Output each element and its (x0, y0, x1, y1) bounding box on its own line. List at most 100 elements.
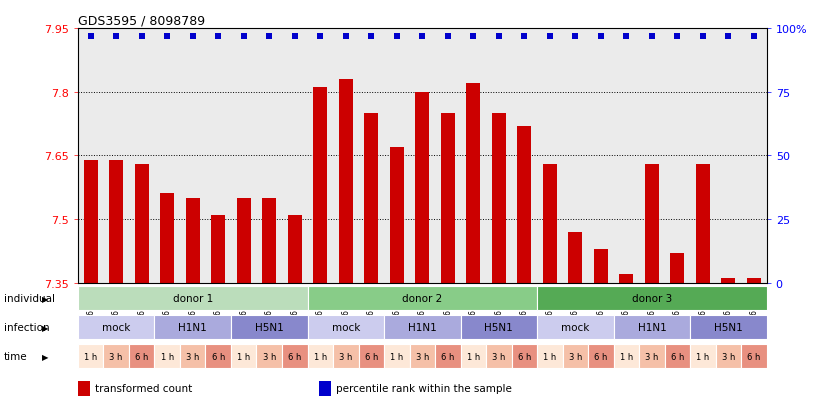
Text: mock: mock (102, 322, 130, 332)
Text: donor 3: donor 3 (631, 293, 672, 304)
Text: 6 h: 6 h (594, 352, 607, 361)
Bar (383, 315, 460, 339)
Point (287, 33, 301, 40)
Bar (211, 215, 225, 283)
Bar (644, 164, 658, 283)
Text: 3 h: 3 h (262, 352, 275, 361)
Point (466, 33, 479, 40)
Text: ▶: ▶ (42, 323, 48, 332)
Text: 1 h: 1 h (619, 352, 632, 361)
Bar (542, 164, 556, 283)
Bar (103, 344, 129, 368)
Point (364, 33, 378, 40)
Text: 3 h: 3 h (186, 352, 199, 361)
Point (746, 33, 759, 40)
Bar (358, 344, 383, 368)
Text: 3 h: 3 h (645, 352, 658, 361)
Bar (333, 344, 358, 368)
Bar (109, 160, 123, 283)
Bar (287, 215, 301, 283)
Point (339, 33, 352, 40)
Bar (78, 315, 154, 339)
Bar (256, 344, 282, 368)
Bar (466, 84, 480, 283)
Bar (664, 344, 690, 368)
Bar (690, 315, 766, 339)
Bar (154, 315, 231, 339)
Text: individual: individual (4, 293, 55, 304)
Bar (613, 344, 638, 368)
Bar (179, 344, 206, 368)
Text: 6 h: 6 h (135, 352, 148, 361)
Bar (313, 88, 327, 283)
Bar (231, 344, 256, 368)
Text: 3 h: 3 h (568, 352, 581, 361)
Point (84, 33, 97, 40)
Bar (237, 198, 251, 283)
Text: 6 h: 6 h (746, 352, 760, 361)
Text: 1 h: 1 h (313, 352, 327, 361)
Text: ▶: ▶ (42, 294, 48, 303)
Bar (536, 344, 562, 368)
Bar (460, 315, 536, 339)
Bar (389, 147, 403, 283)
Point (568, 33, 581, 40)
Bar (568, 232, 581, 283)
Bar (613, 315, 690, 339)
Bar (206, 344, 231, 368)
Bar (695, 164, 709, 283)
Bar (134, 164, 148, 283)
Bar (435, 344, 460, 368)
Bar (307, 286, 536, 311)
Bar (409, 344, 435, 368)
Text: 6 h: 6 h (670, 352, 683, 361)
Bar (715, 344, 740, 368)
Point (262, 33, 275, 40)
Text: donor 2: donor 2 (401, 293, 442, 304)
Point (186, 33, 199, 40)
Text: transformed count: transformed count (95, 383, 192, 394)
Point (314, 33, 327, 40)
Bar (638, 344, 664, 368)
Bar (84, 160, 97, 283)
Bar (536, 315, 613, 339)
Bar (721, 279, 735, 283)
Point (211, 33, 224, 40)
Point (695, 33, 708, 40)
Bar (383, 344, 409, 368)
Text: H5N1: H5N1 (713, 322, 742, 332)
Text: 3 h: 3 h (110, 352, 123, 361)
Bar (746, 279, 760, 283)
Bar (587, 344, 613, 368)
Bar (78, 381, 90, 396)
Text: 3 h: 3 h (415, 352, 428, 361)
Bar (307, 344, 333, 368)
Point (415, 33, 428, 40)
Bar (486, 344, 511, 368)
Point (645, 33, 658, 40)
Point (517, 33, 530, 40)
Bar (185, 198, 200, 283)
Bar (517, 126, 531, 283)
Text: GDS3595 / 8098789: GDS3595 / 8098789 (78, 15, 205, 28)
Text: 1 h: 1 h (695, 352, 708, 361)
Bar (690, 344, 715, 368)
Point (390, 33, 403, 40)
Text: 1 h: 1 h (84, 352, 97, 361)
Text: infection: infection (4, 322, 50, 332)
Text: 6 h: 6 h (364, 352, 378, 361)
Text: 6 h: 6 h (287, 352, 301, 361)
Text: mock: mock (331, 322, 360, 332)
Text: 1 h: 1 h (466, 352, 479, 361)
Text: 6 h: 6 h (517, 352, 531, 361)
Text: 6 h: 6 h (441, 352, 454, 361)
Bar (154, 344, 179, 368)
Text: 3 h: 3 h (491, 352, 505, 361)
Bar (262, 198, 276, 283)
Point (161, 33, 174, 40)
Bar (491, 114, 505, 283)
Text: H5N1: H5N1 (484, 322, 513, 332)
Bar (364, 114, 378, 283)
Point (491, 33, 505, 40)
Bar (414, 93, 429, 283)
